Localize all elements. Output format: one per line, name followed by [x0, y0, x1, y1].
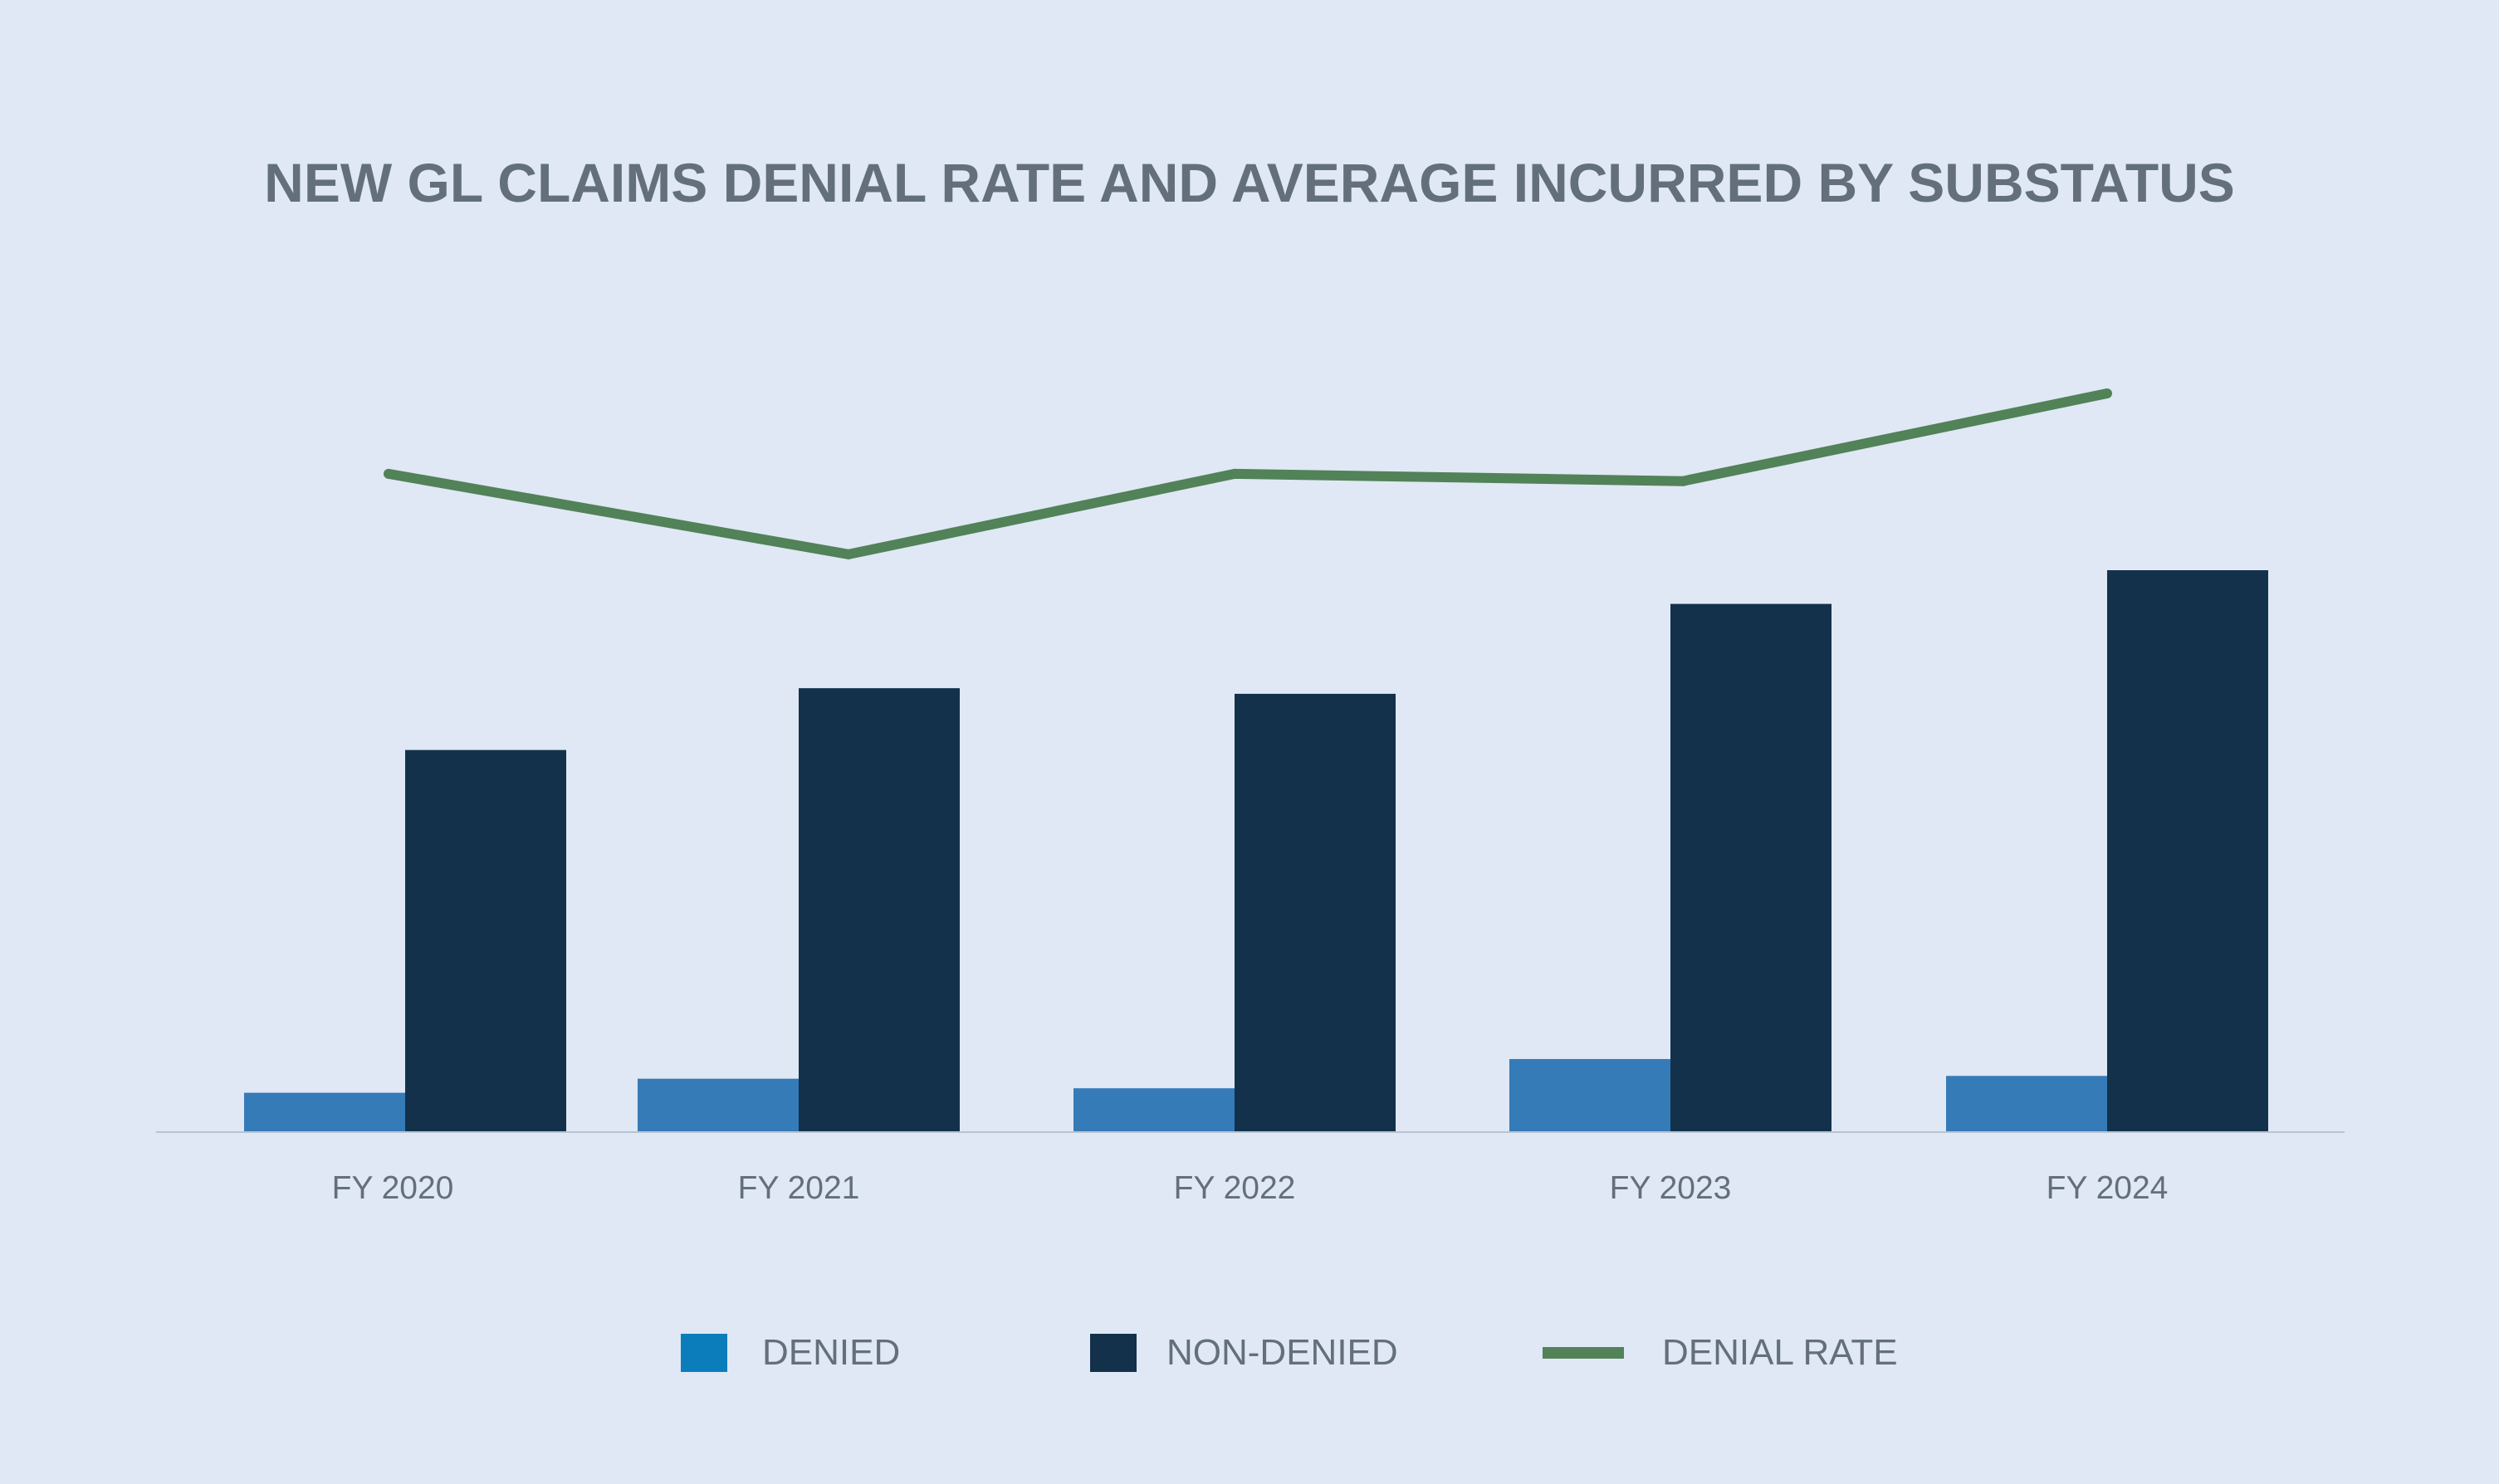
bar-denied-fy-2021 [638, 1078, 799, 1132]
bar-non-denied-fy-2024 [2107, 570, 2268, 1132]
legend-swatch-non-denied [1090, 1334, 1137, 1372]
point-denial-rate-fy-2023 [1678, 476, 1688, 486]
line-denial-rate [387, 388, 2109, 559]
bar-non-denied-fy-2023 [1670, 603, 1831, 1132]
x-tick-label: FY 2024 [2047, 1170, 2169, 1206]
legend-item-non-denied: NON-DENIED [1090, 1328, 1398, 1378]
point-denial-rate-fy-2021 [844, 549, 853, 559]
point-denial-rate-fy-2024 [2102, 388, 2112, 398]
legend-item-denial-rate: DENIAL RATE [1543, 1328, 1898, 1378]
bar-denied-fy-2020 [244, 1092, 405, 1132]
x-tick-label: FY 2022 [1174, 1170, 1296, 1206]
legend-swatch-denial-rate [1543, 1347, 1624, 1359]
bar-non-denied-fy-2020 [405, 749, 566, 1132]
bar-denied-fy-2023 [1509, 1058, 1670, 1132]
legend-label-denied: DENIED [762, 1332, 901, 1373]
legend-label-denial-rate: DENIAL RATE [1662, 1332, 1898, 1373]
bar-denied-fy-2024 [1946, 1076, 2107, 1132]
legend: DENIED NON-DENIED DENIAL RATE [0, 1328, 2499, 1378]
legend-swatch-denied [681, 1334, 727, 1372]
chart-title: NEW GL CLAIMS DENIAL RATE AND AVERAGE IN… [264, 152, 2235, 213]
point-denial-rate-fy-2020 [384, 468, 394, 479]
legend-label-non-denied: NON-DENIED [1166, 1332, 1398, 1373]
legend-item-denied: DENIED [681, 1328, 900, 1378]
bar-non-denied-fy-2022 [1235, 693, 1396, 1132]
x-tick-label: FY 2023 [1610, 1170, 1732, 1206]
x-tick-label: FY 2021 [738, 1170, 860, 1206]
bar-denied-fy-2022 [1073, 1088, 1235, 1132]
bar-non-denied-fy-2021 [799, 688, 960, 1132]
x-tick-label: FY 2020 [332, 1170, 454, 1206]
point-denial-rate-fy-2022 [1230, 468, 1240, 479]
